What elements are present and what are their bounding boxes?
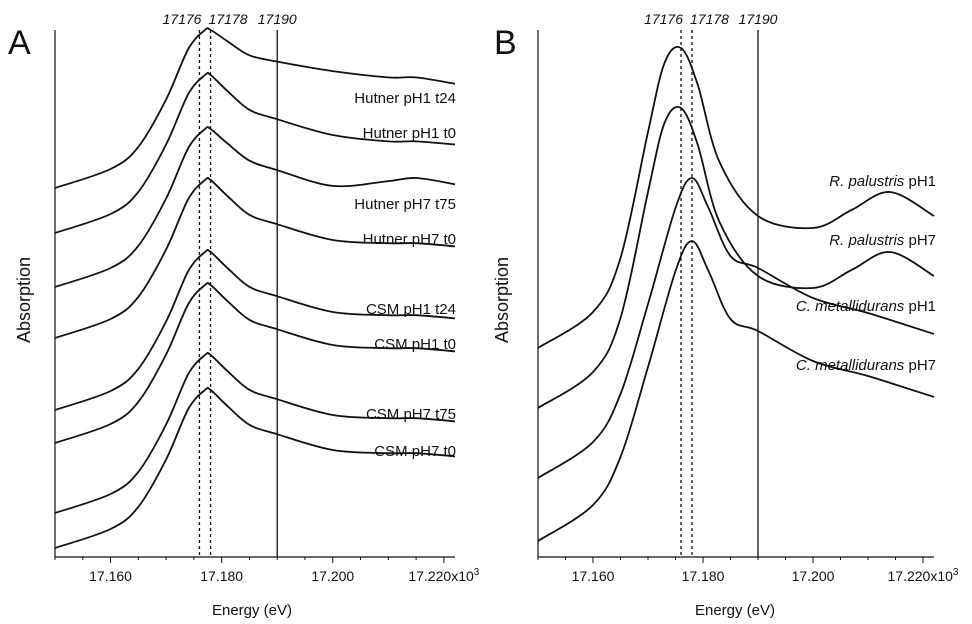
reference-label-17190: 17190 [258,11,297,27]
x-unit-multiplier: x10 [930,568,953,584]
series-label-8: CSM pH7 t0 [374,443,456,460]
panel-b-letter: B [494,24,517,62]
series-line-2 [537,106,935,409]
series-line-3 [537,177,935,479]
species-name: C. metallidurans [796,357,905,374]
panel-a: A Absorption Energy (eV) 17176 17178 17190… [8,11,480,619]
reference-label-17178: 17178 [209,11,248,27]
series-line-8 [54,386,456,549]
species-name: C. metallidurans [796,298,905,315]
series-line-1 [54,27,456,189]
ph-condition: pH1 [904,173,936,190]
x-tick-label: 17.220x103 [888,567,959,584]
series-line-4 [54,176,456,339]
panel-b-y-axis-label: Absorption [492,257,512,343]
x-tick-label: 17.200 [792,568,835,584]
x-tick-label: 17.220x103 [408,567,479,584]
series-line-6 [54,281,456,444]
species-name: R. palustris [829,173,905,190]
x-tick-label: 17.180 [682,568,725,584]
x-tick-label: 17.160 [89,568,132,584]
x-tick-label: 17.160 [572,568,615,584]
x-unit-exponent: 3 [953,567,959,578]
series-line-7 [54,351,456,514]
series-label-6: CSM pH1 t0 [374,336,456,353]
series-label-2: Hutner pH1 t0 [363,125,456,142]
reference-label-17190: 17190 [739,11,778,27]
series-line-5 [54,248,456,411]
series-label-3: C. metallidurans pH1 [796,298,936,315]
panel-b-x-axis-label: Energy (eV) [695,602,775,619]
reference-label-17176: 17176 [163,11,202,27]
series-label-1: Hutner pH1 t24 [354,90,456,107]
reference-label-17176: 17176 [644,11,683,27]
panel-b: B Absorption Energy (eV) 17176 17178 17190… [492,11,959,619]
series-label-4: C. metallidurans pH7 [796,357,936,374]
series-line-2 [54,71,456,234]
series-line-3 [54,125,456,288]
species-name: R. palustris [829,232,905,249]
series-label-3: Hutner pH7 t75 [354,196,456,213]
panel-a-x-axis-label: Energy (eV) [212,602,292,619]
series-label-4: Hutner pH7 t0 [363,231,456,248]
ph-condition: pH1 [904,298,936,315]
x-unit-exponent: 3 [474,567,480,578]
x-tick-label: 17.180 [200,568,243,584]
series-label-1: R. palustris pH1 [829,173,936,190]
panel-a-letter: A [8,24,31,62]
x-tick-label: 17.200 [311,568,354,584]
ph-condition: pH7 [904,232,936,249]
series-label-2: R. palustris pH7 [829,232,936,249]
ph-condition: pH7 [904,357,936,374]
panel-a-y-axis-label: Absorption [14,257,34,343]
series-label-7: CSM pH7 t75 [366,406,456,423]
x-unit-multiplier: x10 [451,568,474,584]
series-line-1 [537,46,935,349]
series-label-5: CSM pH1 t24 [366,301,456,318]
reference-label-17178: 17178 [690,11,729,27]
series-line-4 [537,240,935,542]
